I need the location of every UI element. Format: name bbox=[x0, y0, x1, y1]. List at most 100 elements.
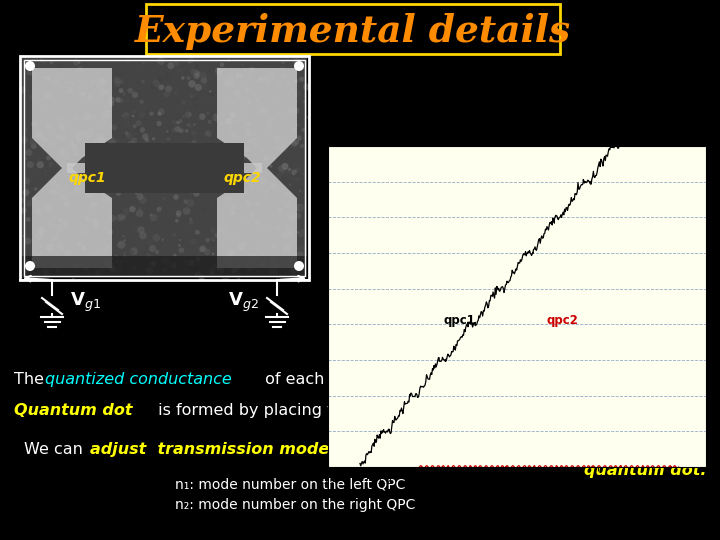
Circle shape bbox=[98, 137, 104, 142]
Circle shape bbox=[81, 226, 85, 230]
Circle shape bbox=[294, 79, 297, 82]
Circle shape bbox=[225, 233, 233, 241]
Circle shape bbox=[226, 165, 232, 171]
Circle shape bbox=[234, 120, 238, 123]
Text: QPC: QPC bbox=[331, 372, 368, 387]
Circle shape bbox=[267, 194, 271, 198]
Circle shape bbox=[168, 62, 172, 66]
Circle shape bbox=[59, 125, 66, 131]
Circle shape bbox=[246, 131, 252, 137]
Bar bbox=[67, 163, 85, 173]
Bar bbox=[24, 60, 305, 276]
Circle shape bbox=[295, 124, 298, 126]
Circle shape bbox=[144, 118, 148, 121]
Circle shape bbox=[157, 183, 160, 186]
Circle shape bbox=[71, 129, 73, 131]
Circle shape bbox=[231, 211, 235, 215]
Circle shape bbox=[120, 261, 122, 264]
Circle shape bbox=[117, 72, 122, 78]
Circle shape bbox=[122, 208, 130, 215]
Circle shape bbox=[183, 259, 189, 266]
Circle shape bbox=[250, 254, 256, 260]
Circle shape bbox=[209, 90, 212, 93]
Circle shape bbox=[35, 131, 43, 139]
Polygon shape bbox=[217, 168, 297, 268]
Circle shape bbox=[245, 200, 251, 206]
Circle shape bbox=[253, 174, 257, 179]
Circle shape bbox=[251, 260, 254, 264]
Circle shape bbox=[25, 149, 32, 156]
Circle shape bbox=[30, 72, 35, 77]
Circle shape bbox=[157, 156, 162, 160]
Circle shape bbox=[188, 259, 195, 266]
Circle shape bbox=[116, 89, 120, 92]
Circle shape bbox=[230, 112, 235, 118]
Circle shape bbox=[214, 233, 219, 238]
Circle shape bbox=[76, 68, 81, 74]
Text: quantum dot.: quantum dot. bbox=[583, 463, 706, 478]
Circle shape bbox=[146, 267, 153, 274]
Circle shape bbox=[84, 112, 89, 116]
Polygon shape bbox=[217, 68, 297, 168]
Circle shape bbox=[264, 191, 271, 197]
Circle shape bbox=[77, 66, 84, 73]
Circle shape bbox=[188, 112, 192, 117]
Circle shape bbox=[73, 147, 77, 152]
Circle shape bbox=[123, 255, 125, 257]
Circle shape bbox=[109, 170, 112, 173]
Circle shape bbox=[56, 58, 62, 64]
Circle shape bbox=[153, 221, 158, 226]
Circle shape bbox=[170, 174, 174, 178]
Circle shape bbox=[222, 149, 224, 151]
Text: n₂: mode number on the right QPC: n₂: mode number on the right QPC bbox=[175, 498, 415, 512]
Circle shape bbox=[50, 188, 56, 194]
Text: qpc1: qpc1 bbox=[444, 314, 476, 327]
Circle shape bbox=[269, 71, 274, 77]
Circle shape bbox=[133, 267, 136, 269]
Circle shape bbox=[100, 89, 107, 95]
Circle shape bbox=[206, 98, 213, 105]
Circle shape bbox=[124, 239, 126, 241]
Circle shape bbox=[181, 100, 186, 105]
Circle shape bbox=[102, 83, 104, 86]
Circle shape bbox=[221, 137, 225, 140]
Circle shape bbox=[150, 84, 156, 89]
Circle shape bbox=[76, 81, 79, 84]
Circle shape bbox=[172, 145, 176, 149]
Circle shape bbox=[202, 135, 209, 142]
Circle shape bbox=[275, 225, 281, 230]
Circle shape bbox=[141, 169, 149, 177]
Circle shape bbox=[236, 197, 239, 199]
Circle shape bbox=[204, 248, 210, 255]
Circle shape bbox=[223, 231, 230, 238]
Circle shape bbox=[55, 134, 60, 139]
Circle shape bbox=[201, 77, 207, 84]
Circle shape bbox=[163, 175, 167, 179]
Circle shape bbox=[109, 139, 117, 146]
Circle shape bbox=[87, 76, 94, 84]
Circle shape bbox=[48, 162, 53, 167]
Circle shape bbox=[55, 184, 60, 188]
Circle shape bbox=[129, 189, 132, 192]
Circle shape bbox=[294, 253, 302, 261]
Circle shape bbox=[132, 225, 139, 232]
Circle shape bbox=[268, 156, 271, 160]
Circle shape bbox=[125, 98, 132, 105]
Circle shape bbox=[47, 231, 53, 238]
Circle shape bbox=[184, 199, 188, 204]
Circle shape bbox=[196, 151, 204, 159]
Circle shape bbox=[297, 85, 301, 90]
Circle shape bbox=[55, 187, 63, 194]
Circle shape bbox=[103, 227, 107, 231]
Circle shape bbox=[25, 261, 35, 271]
Text: The: The bbox=[14, 372, 49, 387]
Circle shape bbox=[179, 247, 184, 253]
Circle shape bbox=[37, 161, 44, 168]
Circle shape bbox=[73, 59, 80, 66]
Circle shape bbox=[238, 165, 245, 172]
Bar bbox=[20, 56, 309, 280]
Circle shape bbox=[267, 83, 269, 85]
Circle shape bbox=[278, 165, 285, 172]
Circle shape bbox=[189, 161, 195, 168]
Circle shape bbox=[121, 151, 127, 157]
